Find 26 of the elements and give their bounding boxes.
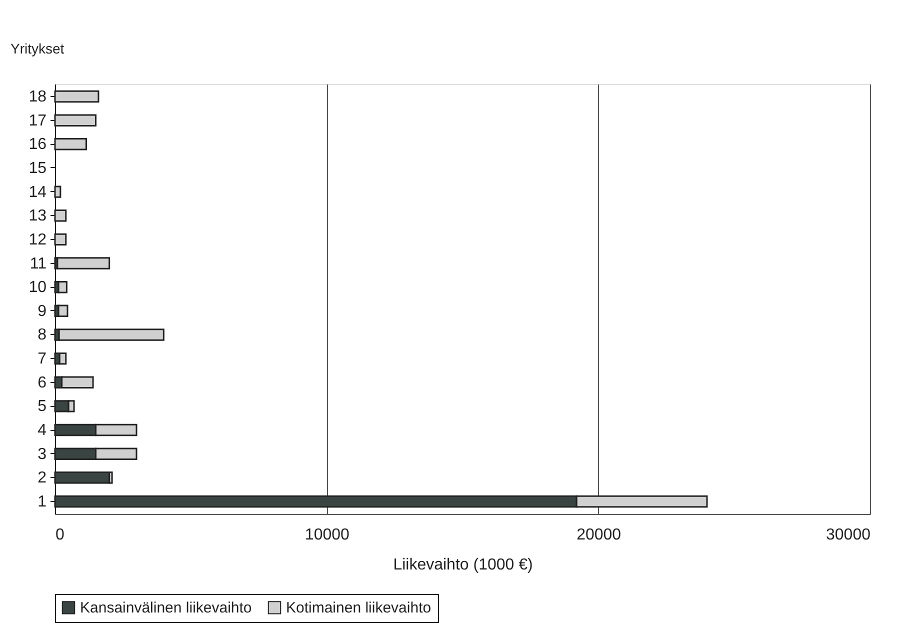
y-axis-title: Yritykset <box>10 40 64 56</box>
y-tick-label: 11 <box>30 255 47 272</box>
legend-label: Kotimainen liikevaihto <box>286 600 432 617</box>
y-tick-label: 15 <box>28 160 47 177</box>
x-tick-label: 20000 <box>576 526 622 544</box>
x-tick-label: 0 <box>56 526 64 544</box>
y-tick-label: 1 <box>38 493 47 510</box>
y-tick-label: 14 <box>28 184 47 201</box>
y-tick-label: 12 <box>28 231 47 248</box>
y-tick-label: 2 <box>38 470 47 487</box>
x-tick-label: 30000 <box>826 526 871 544</box>
x-axis-title: Liikevaihto (1000 €) <box>393 556 533 574</box>
y-tick-label: 13 <box>28 208 47 225</box>
y-tick-label: 7 <box>38 350 47 368</box>
y-tick-label: 10 <box>28 279 47 296</box>
y-tick-label: 17 <box>28 112 47 130</box>
legend-label: Kansainvälinen liikevaihto <box>80 600 252 617</box>
y-tick-label: 3 <box>38 446 47 463</box>
y-tick-label: 18 <box>28 88 47 106</box>
y-tick-label: 9 <box>38 302 47 320</box>
x-tick-label: 10000 <box>304 526 350 544</box>
y-tick-label: 16 <box>28 136 47 154</box>
y-tick-label: 4 <box>38 422 47 440</box>
y-tick-label: 8 <box>38 326 47 344</box>
y-tick-label: 6 <box>38 374 47 392</box>
y-tick-label: 5 <box>38 398 47 416</box>
